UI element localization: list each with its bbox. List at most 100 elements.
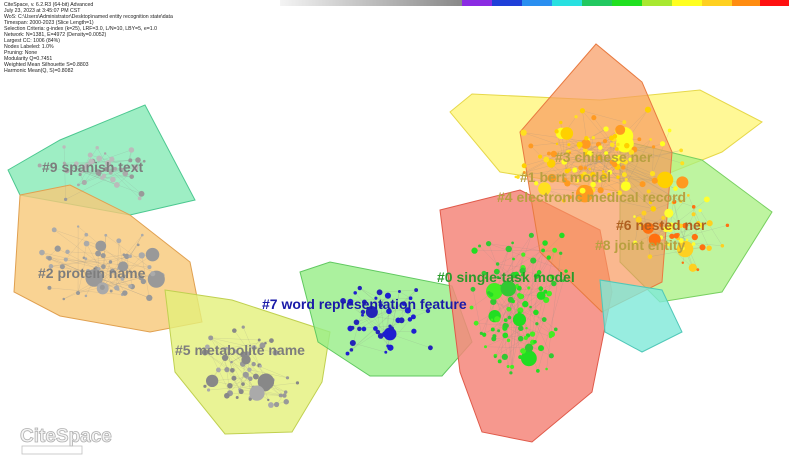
node	[633, 240, 638, 245]
edge	[604, 175, 627, 180]
node	[656, 171, 674, 189]
node	[559, 120, 563, 125]
node	[411, 328, 417, 334]
node	[229, 367, 235, 373]
node	[103, 176, 106, 179]
edge	[107, 158, 139, 164]
edge	[589, 153, 654, 209]
header-line: Modularity Q=0.7451	[4, 56, 52, 62]
node	[564, 168, 570, 174]
node	[64, 168, 70, 174]
edge	[375, 289, 417, 329]
node	[353, 291, 357, 295]
node	[78, 172, 82, 177]
node	[568, 151, 572, 155]
edge	[504, 337, 526, 358]
edge	[229, 374, 246, 386]
cluster-label: #9 spanish text	[42, 159, 143, 175]
edge	[389, 333, 431, 349]
node	[502, 325, 505, 329]
node	[538, 286, 544, 292]
node	[538, 182, 551, 196]
edge	[652, 130, 670, 174]
node	[506, 306, 512, 312]
node	[659, 222, 664, 228]
node	[206, 388, 211, 392]
node	[100, 176, 104, 180]
node	[259, 342, 266, 349]
node	[350, 325, 355, 330]
node	[242, 371, 249, 378]
node	[495, 268, 499, 272]
edge	[116, 161, 145, 186]
edge	[77, 226, 144, 282]
node	[686, 194, 690, 197]
node	[81, 165, 87, 171]
node	[231, 375, 237, 381]
node	[646, 189, 651, 194]
edge	[110, 167, 129, 173]
node	[609, 142, 615, 148]
node	[100, 253, 106, 259]
node	[688, 263, 697, 272]
node	[509, 371, 513, 375]
node	[389, 326, 395, 331]
node	[533, 273, 540, 279]
node	[208, 335, 214, 341]
node	[490, 327, 495, 332]
node	[138, 252, 145, 259]
node	[129, 174, 135, 179]
edge	[678, 225, 728, 239]
edge	[665, 229, 703, 248]
node	[484, 276, 488, 280]
node	[95, 250, 102, 257]
node	[500, 280, 517, 297]
edge	[592, 144, 599, 175]
node	[145, 247, 160, 262]
node	[572, 167, 578, 173]
node	[520, 348, 526, 354]
node	[699, 244, 706, 251]
edge	[532, 272, 540, 335]
edge	[102, 254, 153, 289]
node	[496, 275, 500, 279]
node	[580, 139, 591, 149]
edge	[210, 337, 242, 392]
node	[664, 241, 669, 246]
node	[680, 161, 685, 166]
edge	[141, 255, 150, 298]
node	[427, 345, 433, 351]
node	[579, 108, 586, 114]
node	[534, 181, 539, 186]
node	[698, 208, 702, 213]
node	[691, 242, 696, 246]
edge	[600, 138, 614, 191]
edge	[352, 297, 411, 329]
node	[642, 222, 654, 234]
node	[543, 289, 548, 294]
edge	[648, 191, 694, 208]
edge	[582, 110, 625, 123]
edge	[379, 289, 417, 293]
edge	[104, 176, 132, 178]
node	[679, 148, 683, 153]
node	[587, 150, 594, 157]
node	[548, 353, 554, 359]
node	[80, 170, 84, 173]
edge	[234, 330, 260, 366]
node	[221, 354, 229, 361]
edge	[364, 302, 386, 335]
edge	[505, 299, 547, 326]
node	[110, 176, 116, 183]
node	[696, 220, 701, 226]
node	[238, 389, 244, 395]
edge	[236, 376, 248, 398]
node	[62, 161, 66, 165]
node	[543, 156, 550, 163]
edge	[652, 146, 654, 174]
edge	[243, 327, 260, 366]
node	[233, 349, 238, 354]
edge	[492, 329, 552, 357]
node	[550, 150, 557, 158]
node	[361, 313, 364, 317]
